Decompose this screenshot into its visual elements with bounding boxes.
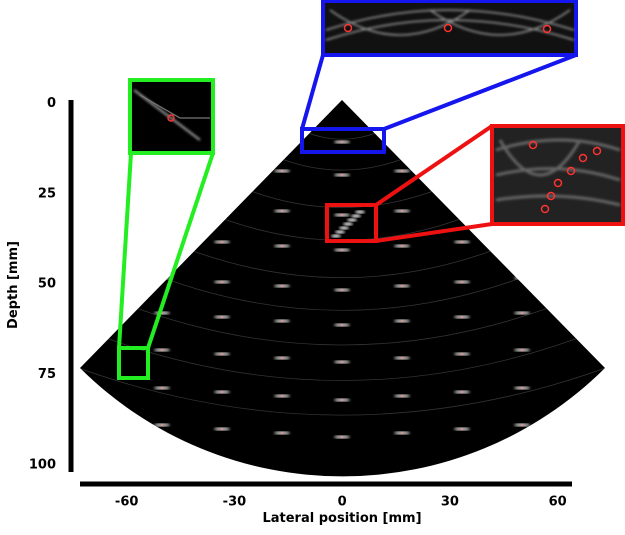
y-tick-label: 75 — [38, 367, 56, 382]
scatterer-core — [281, 432, 283, 434]
scatterer-core — [401, 285, 403, 287]
y-tick-label: 0 — [47, 96, 56, 111]
x-tick-label: -30 — [223, 495, 247, 510]
scatterer-core — [281, 320, 283, 322]
x-tick-label: 0 — [338, 495, 347, 510]
y-tick-label: 100 — [29, 457, 56, 472]
scatterer-core — [281, 357, 283, 359]
scatterer-core — [281, 245, 283, 247]
scatterer-core — [521, 424, 523, 426]
scatterer-core — [221, 353, 223, 355]
scatterer-core — [221, 316, 223, 318]
scatterer-core — [341, 214, 343, 216]
scatterer-core — [341, 399, 343, 401]
scatterer-core — [341, 324, 343, 326]
cluster-scatterer — [339, 227, 349, 230]
scatterer-core — [341, 141, 343, 143]
scatterer-core — [161, 424, 163, 426]
scatterer-core — [461, 428, 463, 430]
cluster-scatterer — [335, 231, 345, 234]
scatterer-core — [401, 395, 403, 397]
cluster-scatterer — [343, 223, 353, 226]
scatterer-core — [281, 395, 283, 397]
cluster-scatterer — [351, 215, 361, 218]
scatterer-core — [521, 387, 523, 389]
x-tick-label: 60 — [549, 495, 567, 510]
scatterer-core — [281, 285, 283, 287]
y-tick-label: 25 — [38, 186, 56, 201]
scatterer-core — [461, 391, 463, 393]
scatterer-core — [401, 320, 403, 322]
scatterer-core — [401, 170, 403, 172]
scatterer-core — [401, 432, 403, 434]
scatterer-core — [461, 353, 463, 355]
x-tick-label: 30 — [441, 495, 459, 510]
figure: Lateral position [mm] Depth [mm] -60 -30 0… — [0, 0, 625, 535]
scatterer-core — [221, 428, 223, 430]
scatterer-core — [461, 316, 463, 318]
scatterer-core — [401, 357, 403, 359]
scatterer-core — [521, 277, 523, 279]
connector — [384, 55, 576, 129]
scatterer-core — [461, 281, 463, 283]
cluster-scatterer — [331, 235, 341, 238]
scatterer-core — [341, 249, 343, 251]
scatterer-core — [341, 436, 343, 438]
scatterer-core — [341, 174, 343, 176]
scatterer-core — [461, 241, 463, 243]
scatterer — [514, 277, 530, 280]
scatterer-core — [341, 289, 343, 291]
connector — [302, 55, 323, 129]
inset-green — [130, 80, 213, 153]
scatterer-core — [161, 277, 163, 279]
scatterer-core — [521, 312, 523, 314]
scatterer-core — [341, 361, 343, 363]
x-axis-label: Lateral position [mm] — [262, 511, 421, 526]
scatterer-core — [161, 387, 163, 389]
y-tick-label: 50 — [38, 277, 56, 292]
scatterer-core — [281, 210, 283, 212]
cluster-scatterer — [347, 219, 357, 222]
scatterer-core — [401, 210, 403, 212]
scatterer-core — [221, 281, 223, 283]
cluster-scatterer — [355, 211, 365, 214]
scatterer — [154, 277, 170, 280]
x-tick-label: -60 — [115, 495, 139, 510]
y-axis-label: Depth [mm] — [6, 241, 21, 329]
scatterer-core — [221, 391, 223, 393]
scatterer-core — [221, 241, 223, 243]
scatterer-core — [521, 349, 523, 351]
scatterer-core — [281, 170, 283, 172]
scatterer-core — [161, 349, 163, 351]
scatterer-core — [401, 245, 403, 247]
